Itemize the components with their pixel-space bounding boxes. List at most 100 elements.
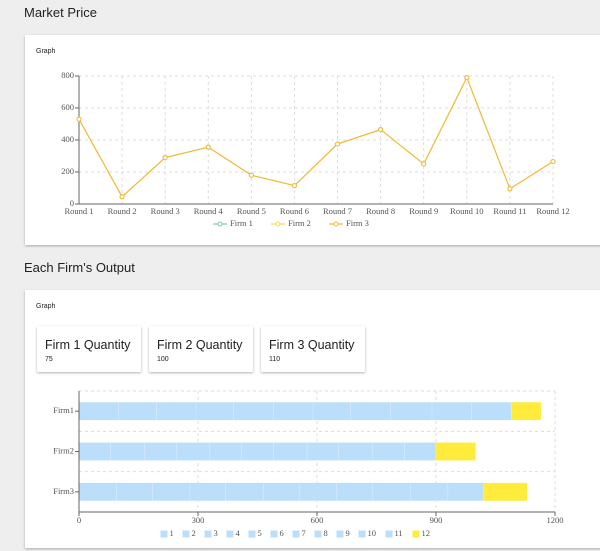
bar-segment: [404, 442, 437, 461]
point: [76, 116, 82, 122]
bar-segment: [273, 401, 314, 421]
point: [162, 155, 168, 161]
legend-dot: [217, 221, 223, 227]
point: [464, 75, 470, 81]
section-heading: Each Firm's Output: [24, 260, 135, 275]
bar-segment: [156, 401, 197, 421]
point: [335, 141, 341, 147]
bar-segment: [110, 442, 145, 461]
legend-swatch: [412, 530, 420, 538]
bar-segment: [118, 401, 157, 421]
x-tick-label: 300: [192, 515, 205, 525]
quantity-card: [261, 326, 365, 372]
x-tick-label: Round 2: [108, 206, 137, 216]
bar-segment: [152, 482, 191, 502]
x-tick-label: 600: [311, 515, 324, 525]
point: [291, 183, 297, 189]
x-tick-label: Round 3: [151, 206, 180, 216]
legend-label: 11: [395, 528, 403, 538]
legend-swatch: [314, 530, 322, 538]
bar-segment: [338, 442, 373, 461]
quantity-title: Firm 1 Quantity: [45, 338, 131, 352]
legend-swatch: [336, 530, 344, 538]
legend-swatch: [226, 530, 234, 538]
bar-segment: [350, 401, 391, 421]
legend-label: 6: [280, 528, 284, 538]
bar-segment: [431, 401, 472, 421]
y-tick-label: 0: [70, 198, 74, 208]
bar-segment: [336, 482, 373, 502]
point: [248, 172, 254, 178]
x-tick-label: Round 9: [409, 206, 438, 216]
bar-segment: [144, 442, 177, 461]
legend-label: 8: [324, 528, 328, 538]
x-tick-label: Round 1: [64, 206, 93, 216]
bar-segment: [233, 401, 274, 421]
bar-segment: [273, 442, 308, 461]
y-tick-label: Firm3: [53, 486, 74, 496]
card: [25, 35, 600, 245]
legend-label: 2: [192, 528, 196, 538]
bar-segment: [195, 401, 234, 421]
x-tick-label: Round 7: [323, 206, 352, 216]
legend-label: 7: [302, 528, 306, 538]
x-tick-label: 1200: [547, 515, 564, 525]
bar-segment: [372, 482, 411, 502]
x-tick-label: Round 11: [493, 206, 526, 216]
y-tick-label: 200: [61, 166, 74, 176]
legend-label: Firm 1: [230, 218, 253, 228]
legend-swatch: [204, 530, 212, 538]
point: [421, 161, 427, 167]
legend-label: Firm 2: [288, 218, 311, 228]
quantity-card: [149, 326, 253, 372]
legend-dot: [275, 221, 281, 227]
point: [550, 159, 556, 165]
legend-label: 4: [236, 528, 241, 538]
x-tick-label: Round 4: [194, 206, 224, 216]
section-heading: Market Price: [24, 5, 97, 20]
quantity-title: Firm 3 Quantity: [269, 338, 355, 352]
bar-segment: [225, 482, 264, 502]
bar-segment: [189, 482, 227, 502]
bar-segment: [116, 482, 153, 502]
bar-segment: [78, 401, 119, 421]
series-line: [78, 76, 554, 198]
point: [378, 127, 384, 133]
legend-swatch: [385, 530, 393, 538]
bar-segment: [372, 442, 405, 461]
x-tick-label: Round 12: [536, 206, 569, 216]
x-tick-label: 0: [77, 515, 81, 525]
quantity-value: 100: [157, 356, 169, 363]
bar-segment: [312, 401, 351, 421]
legend-swatch: [292, 530, 300, 538]
bar-segment: [78, 482, 117, 502]
bar-segment: [175, 442, 211, 461]
y-tick-label: 800: [61, 70, 74, 80]
point: [507, 186, 513, 192]
bar-segment: [209, 442, 242, 461]
bar-segment: [390, 401, 433, 421]
bar-segment: [298, 482, 338, 502]
legend-dot: [333, 221, 339, 227]
bar-segment: [241, 442, 274, 461]
quantity-title: Firm 2 Quantity: [157, 338, 243, 352]
legend-swatch: [160, 530, 168, 538]
y-tick-label: Firm2: [53, 445, 74, 455]
y-tick-label: 400: [61, 134, 74, 144]
bar-segment: [483, 482, 528, 502]
bar-segment: [511, 401, 542, 421]
quantity-card: [37, 326, 141, 372]
x-tick-label: Round 6: [280, 206, 309, 216]
bar-segment: [263, 482, 300, 502]
point: [205, 144, 211, 150]
quantity-value: 75: [45, 356, 53, 363]
legend-label: 3: [214, 528, 218, 538]
x-tick-label: Round 8: [366, 206, 395, 216]
legend-swatch: [270, 530, 278, 538]
legend-label: Firm 3: [346, 218, 369, 228]
bar-segment: [78, 442, 111, 461]
legend-label: 12: [422, 528, 431, 538]
